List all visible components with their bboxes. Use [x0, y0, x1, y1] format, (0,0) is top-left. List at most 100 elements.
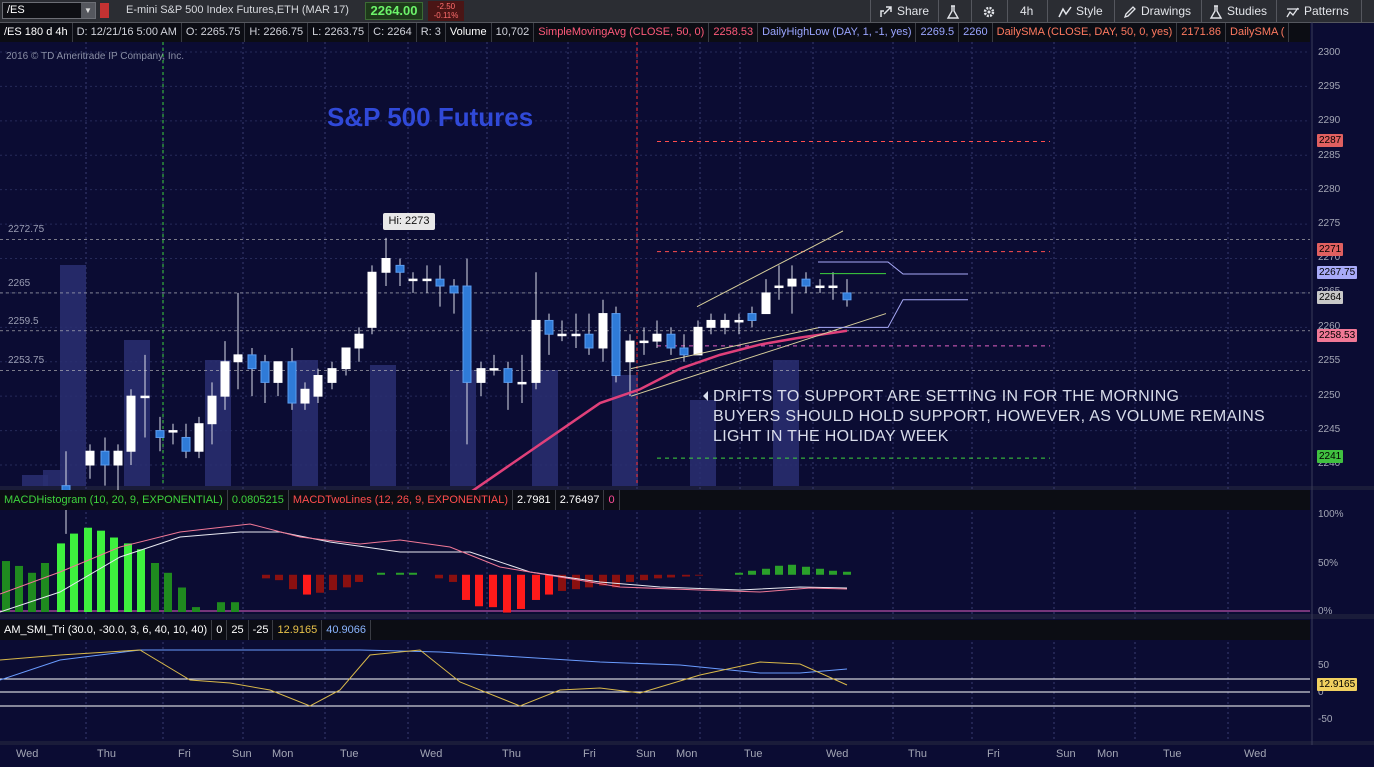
candle-body — [842, 292, 852, 301]
macd-histogram-bar — [343, 574, 351, 588]
x-axis-label: Tue — [340, 748, 359, 760]
y-tick: 2260 — [1318, 321, 1341, 332]
volume-value: 10,702 — [492, 23, 535, 42]
candle-body — [787, 278, 797, 287]
smi-study-label[interactable]: AM_SMI_Tri (30.0, -30.0, 3, 6, 40, 10, 4… — [0, 620, 213, 640]
macd-histogram-label[interactable]: MACDHistogram (10, 20, 9, EXPONENTIAL) — [0, 490, 228, 510]
annotation-line: LIGHT IN THE HOLIDAY WEEK — [713, 428, 949, 445]
flag-icon[interactable] — [100, 3, 109, 18]
macd-histogram-bar — [303, 574, 311, 595]
flask-button[interactable] — [946, 2, 964, 20]
macd-histogram-bar — [84, 527, 92, 612]
macd-histogram-bar — [2, 561, 10, 612]
x-axis-label: Fri — [987, 748, 1000, 760]
timeframe-button[interactable]: 4h — [1020, 4, 1034, 18]
gear-icon — [983, 6, 995, 18]
macd-lines-label[interactable]: MACDTwoLines (12, 26, 9, EXPONENTIAL) — [289, 490, 514, 510]
volume-study-label[interactable]: Volume — [446, 23, 492, 42]
resistance-badge: 2271 — [1317, 243, 1344, 256]
volume-bar — [532, 370, 558, 486]
dailyhigh-value: 2269.5 — [916, 23, 960, 42]
macd-line — [0, 531, 848, 613]
bar-open: O: 2265.75 — [182, 23, 246, 42]
macd-histogram-bar — [572, 574, 580, 590]
smi-value: -25 — [249, 620, 274, 640]
candle-body — [381, 258, 391, 273]
smi-y-tick: -50 — [1318, 714, 1333, 725]
dailyhighlow-study-label[interactable]: DailyHighLow (DAY, 1, -1, yes) — [758, 23, 917, 42]
macd-histogram-bar — [775, 565, 783, 575]
chart-title: S&P 500 Futures — [327, 102, 534, 132]
price-info-bar: /ES 180 d 4h D: 12/21/16 5:00 AM O: 2265.7… — [0, 23, 1310, 42]
dailysma2-study-label[interactable]: DailySMA ( — [1226, 23, 1290, 42]
share-button[interactable]: Share — [879, 2, 929, 20]
macd-histogram-bar — [97, 530, 105, 612]
x-axis-label: Sun — [636, 748, 656, 760]
candle-body — [666, 333, 676, 349]
macd-histogram-bar — [316, 574, 324, 593]
candle-body — [85, 450, 95, 466]
macd-histogram-bar — [41, 563, 49, 612]
candle-body — [168, 430, 178, 433]
macd-histogram-bar — [788, 564, 796, 575]
copyright-text: 2016 © TD Ameritrade IP Company, Inc. — [6, 51, 185, 62]
y-tick: 2240 — [1318, 458, 1341, 469]
macd-signal-value: 2.76497 — [556, 490, 605, 510]
candle-body — [476, 368, 486, 383]
volume-bar — [370, 365, 396, 486]
x-axis-label: Thu — [502, 748, 521, 760]
x-axis-label: Tue — [1163, 748, 1182, 760]
macd-histogram-bar — [667, 574, 675, 578]
candle-body — [679, 347, 689, 356]
macd-histogram-bar — [355, 574, 363, 582]
settings-button[interactable] — [982, 2, 1000, 20]
candle-body — [181, 436, 191, 452]
macd-histogram-bar — [377, 572, 385, 575]
y-tick: 2280 — [1318, 184, 1341, 195]
macd-y-tick: 0% — [1318, 606, 1333, 617]
last-price-badge: 2264 — [1317, 291, 1344, 304]
candle-body — [734, 319, 744, 323]
macd-line-value: 2.7981 — [513, 490, 556, 510]
x-axis-label: Mon — [676, 748, 698, 760]
macd-histogram-bar — [28, 572, 36, 612]
candle-body — [220, 361, 230, 397]
candle-body — [207, 395, 217, 425]
chart-annotation: DRIFTS TO SUPPORT ARE SETTING IN FOR THE… — [713, 387, 1265, 447]
sma-study-label[interactable]: SimpleMovingAvg (CLOSE, 50, 0) — [534, 23, 710, 42]
candle-body — [194, 423, 204, 452]
candle-body — [584, 333, 594, 349]
patterns-icon — [1286, 7, 1299, 18]
macd-histogram-bar — [137, 549, 145, 612]
toolbar-divider — [1361, 0, 1362, 22]
chart-period[interactable]: /ES 180 d 4h — [0, 23, 73, 42]
level-label: 2265 — [8, 278, 31, 289]
drawings-button[interactable]: Drawings — [1123, 2, 1191, 20]
candle-body — [100, 450, 110, 466]
chevron-down-icon[interactable]: ▼ — [81, 3, 95, 18]
macd-histogram-bar — [695, 574, 703, 576]
candle-body — [449, 285, 459, 294]
patterns-button[interactable]: Patterns — [1286, 2, 1349, 20]
style-button[interactable]: Style — [1058, 2, 1103, 20]
bar-date: D: 12/21/16 5:00 AM — [73, 23, 182, 42]
macd-signal-line — [0, 523, 848, 595]
macd-histogram-bar — [409, 572, 417, 575]
volume-bar — [22, 475, 48, 486]
candle-body — [260, 361, 270, 383]
candle-body — [233, 354, 243, 363]
symbol-input[interactable]: /ES ▼ — [2, 2, 96, 19]
macd-histogram-bar — [462, 574, 470, 600]
macd-histogram-bar — [110, 537, 118, 612]
y-tick: 2300 — [1318, 47, 1341, 58]
y-tick: 2250 — [1318, 390, 1341, 401]
x-axis-label: Wed — [826, 748, 849, 760]
dailysma-study-label[interactable]: DailySMA (CLOSE, DAY, 50, 0, yes) — [993, 23, 1178, 42]
candle-body — [247, 354, 257, 370]
macd-histogram-bar — [329, 574, 337, 591]
candle-body — [140, 395, 150, 399]
studies-button[interactable]: Studies — [1209, 2, 1267, 20]
macd-histogram-bar — [396, 572, 404, 575]
macd-histogram-bar — [532, 574, 540, 600]
